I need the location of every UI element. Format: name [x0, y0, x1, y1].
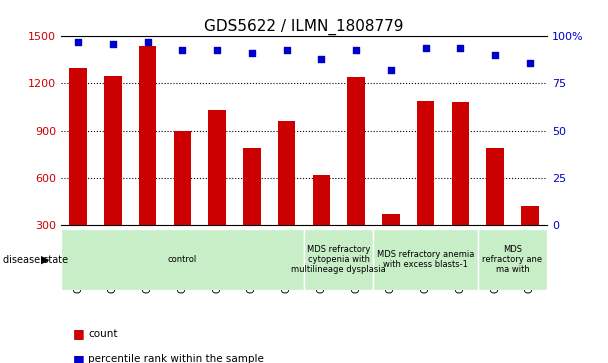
FancyBboxPatch shape	[478, 229, 513, 290]
Point	[455, 45, 465, 50]
FancyBboxPatch shape	[200, 229, 235, 290]
Bar	[347, 77, 365, 272]
FancyBboxPatch shape	[95, 229, 130, 290]
Text: ▶: ▶	[41, 254, 50, 265]
FancyBboxPatch shape	[130, 229, 165, 290]
FancyBboxPatch shape	[408, 229, 443, 290]
Bar	[278, 121, 295, 272]
FancyBboxPatch shape	[235, 229, 269, 290]
Point	[74, 39, 83, 45]
Bar	[69, 68, 87, 272]
Point	[143, 39, 153, 45]
Text: MDS
refractory ane
ma with: MDS refractory ane ma with	[482, 245, 542, 274]
Text: ■: ■	[73, 327, 85, 340]
Bar	[104, 76, 122, 272]
Bar	[521, 206, 539, 272]
FancyBboxPatch shape	[165, 229, 200, 290]
Text: control: control	[168, 255, 197, 264]
FancyBboxPatch shape	[339, 229, 373, 290]
FancyBboxPatch shape	[373, 229, 478, 290]
Point	[178, 46, 187, 52]
Point	[490, 52, 500, 58]
FancyBboxPatch shape	[269, 229, 304, 290]
Bar	[243, 148, 261, 272]
Text: count: count	[88, 329, 118, 339]
Bar	[313, 175, 330, 272]
Text: MDS refractory
cytopenia with
multilineage dysplasia: MDS refractory cytopenia with multilinea…	[291, 245, 386, 274]
Point	[212, 46, 222, 52]
Title: GDS5622 / ILMN_1808779: GDS5622 / ILMN_1808779	[204, 19, 404, 35]
Point	[317, 56, 326, 62]
FancyBboxPatch shape	[304, 229, 339, 290]
FancyBboxPatch shape	[513, 229, 547, 290]
FancyBboxPatch shape	[61, 229, 95, 290]
Point	[247, 50, 257, 56]
FancyBboxPatch shape	[61, 229, 304, 290]
Point	[351, 46, 361, 52]
Text: percentile rank within the sample: percentile rank within the sample	[88, 354, 264, 363]
Text: disease state: disease state	[3, 254, 68, 265]
FancyBboxPatch shape	[304, 229, 373, 290]
Point	[525, 60, 534, 66]
Bar	[452, 102, 469, 272]
FancyBboxPatch shape	[373, 229, 408, 290]
Bar	[382, 214, 399, 272]
Bar	[209, 110, 226, 272]
Bar	[486, 148, 504, 272]
Text: ■: ■	[73, 353, 85, 363]
Point	[282, 46, 291, 52]
Point	[386, 68, 396, 73]
Text: MDS refractory anemia
with excess blasts-1: MDS refractory anemia with excess blasts…	[377, 250, 474, 269]
Bar	[174, 131, 191, 272]
Point	[421, 45, 430, 50]
Bar	[139, 46, 156, 272]
Point	[108, 41, 118, 47]
Bar	[417, 101, 434, 272]
FancyBboxPatch shape	[443, 229, 478, 290]
FancyBboxPatch shape	[478, 229, 547, 290]
